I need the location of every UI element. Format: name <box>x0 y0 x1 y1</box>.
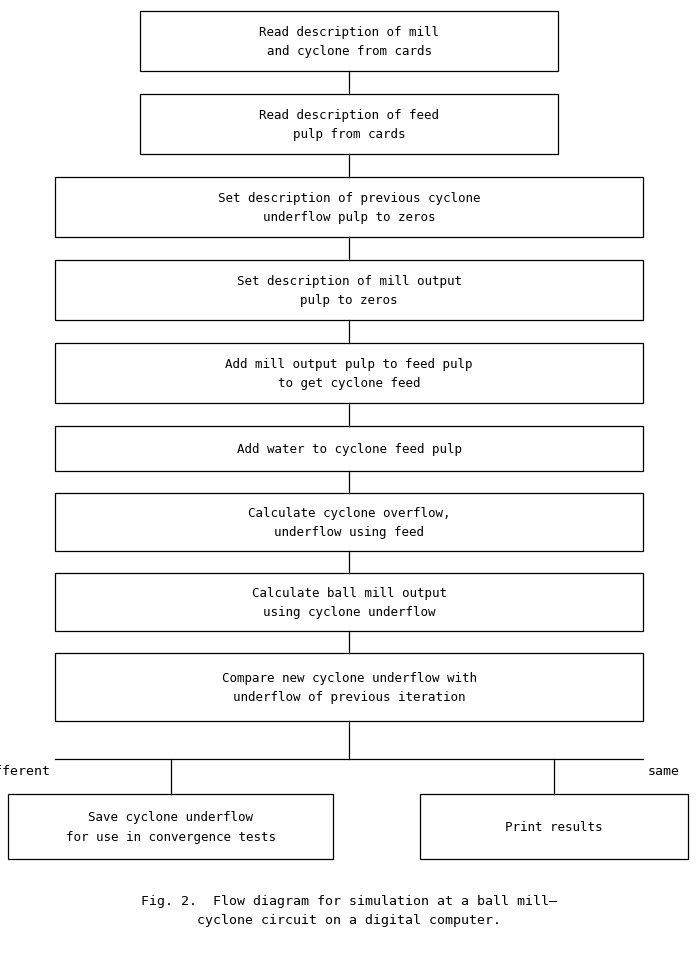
Text: Set description of previous cyclone
underflow pulp to zeros: Set description of previous cyclone unde… <box>218 191 480 224</box>
Bar <box>55 261 643 320</box>
Text: Read description of feed
pulp from cards: Read description of feed pulp from cards <box>259 108 439 141</box>
Bar <box>140 12 558 72</box>
Bar <box>8 794 333 859</box>
Text: Read description of mill
and cyclone from cards: Read description of mill and cyclone fro… <box>259 26 439 58</box>
Bar <box>55 344 643 404</box>
Text: Set description of mill output
pulp to zeros: Set description of mill output pulp to z… <box>237 275 461 307</box>
Text: same: same <box>648 764 680 778</box>
Bar <box>55 493 643 551</box>
Bar <box>55 427 643 472</box>
Text: Calculate ball mill output
using cyclone underflow: Calculate ball mill output using cyclone… <box>251 586 447 618</box>
Bar <box>55 178 643 237</box>
Text: Compare new cyclone underflow with
underflow of previous iteration: Compare new cyclone underflow with under… <box>221 671 477 703</box>
Text: Add water to cyclone feed pulp: Add water to cyclone feed pulp <box>237 443 461 455</box>
Bar <box>55 654 643 721</box>
Text: Calculate cyclone overflow,
underflow using feed: Calculate cyclone overflow, underflow us… <box>248 506 450 538</box>
Text: Print results: Print results <box>505 820 603 833</box>
Bar <box>55 573 643 631</box>
Text: Add mill output pulp to feed pulp
to get cyclone feed: Add mill output pulp to feed pulp to get… <box>225 358 473 390</box>
Bar <box>420 794 688 859</box>
Text: different: different <box>0 764 50 778</box>
Bar <box>140 95 558 154</box>
Text: Fig. 2.  Flow diagram for simulation at a ball mill—
       cyclone circuit on a: Fig. 2. Flow diagram for simulation at a… <box>141 894 557 926</box>
Text: Save cyclone underflow
for use in convergence tests: Save cyclone underflow for use in conver… <box>66 811 276 842</box>
